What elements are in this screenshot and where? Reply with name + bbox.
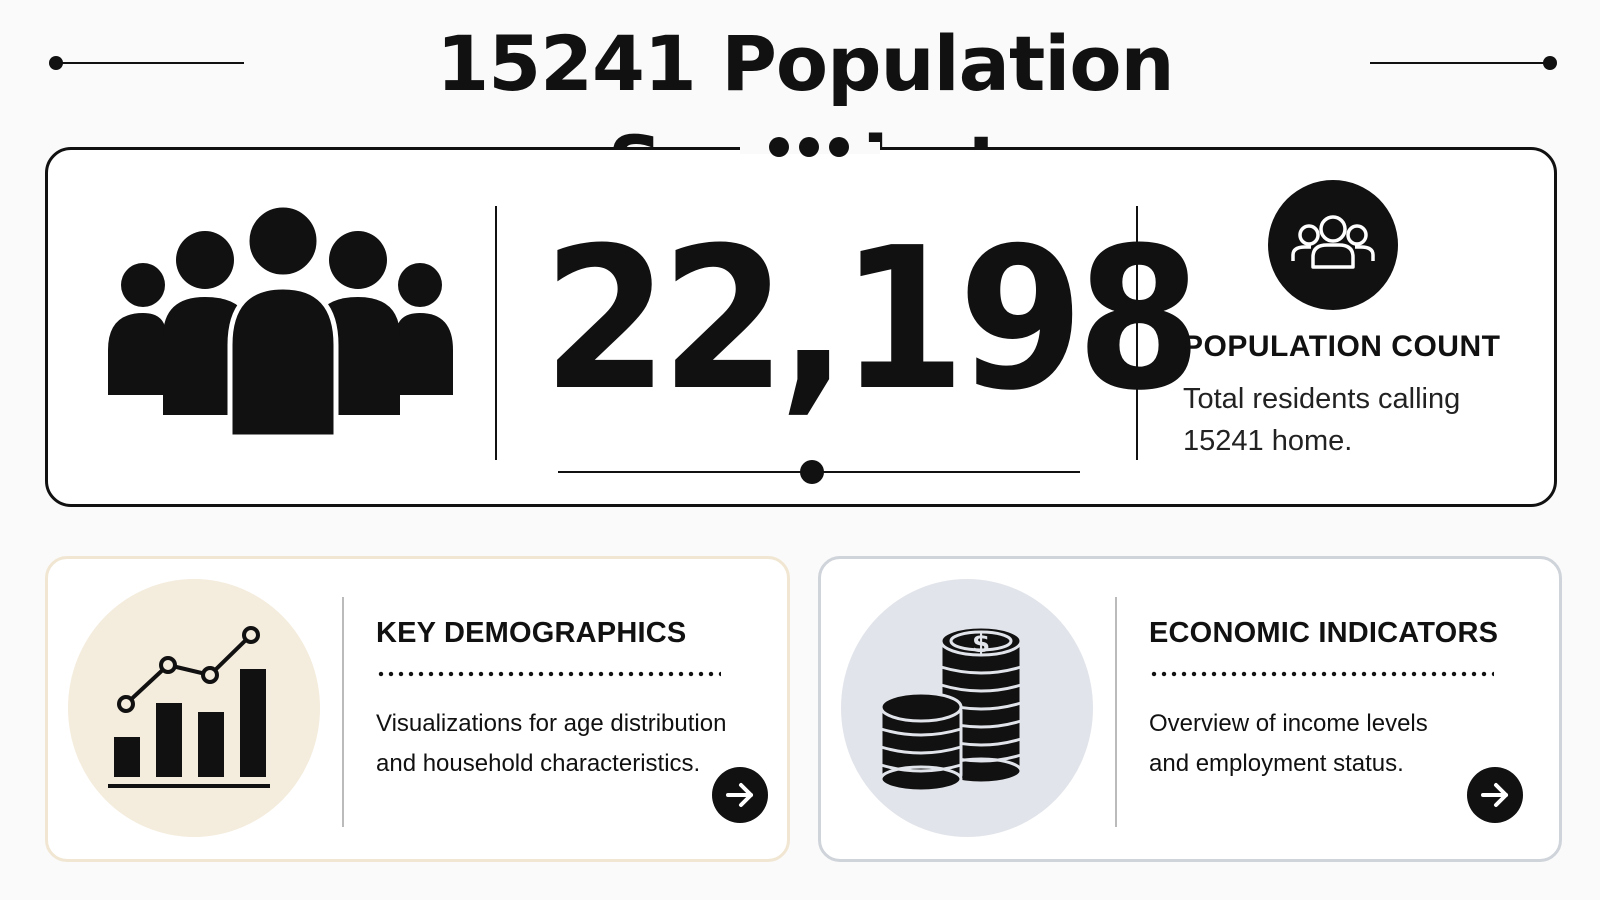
arrow-right-icon (1481, 783, 1508, 807)
coin-dollar-symbol: $ (972, 629, 990, 659)
demographics-dotted-rule (376, 671, 721, 677)
key-demographics-card[interactable]: KEY DEMOGRAPHICS Visualizations for age … (45, 556, 790, 862)
economics-divider (1115, 597, 1117, 827)
economic-indicators-description: Overview of income levels and employment… (1149, 710, 1428, 777)
title-rule-dot-right (1543, 56, 1557, 70)
economics-dotted-rule (1149, 671, 1494, 677)
number-underline-dot (800, 460, 824, 484)
hero-ellipsis-decoration (769, 137, 849, 157)
economics-icon-circle: $ (841, 579, 1093, 837)
coin-stacks-dollar-icon: $ (879, 625, 1023, 793)
economic-indicators-heading: ECONOMIC INDICATORS (1149, 617, 1499, 649)
demographics-divider (342, 597, 344, 827)
people-group-outline-icon (1268, 180, 1398, 310)
hero-divider-right (1136, 206, 1138, 460)
population-count-value: 22,198 (542, 206, 1202, 434)
bar-line-chart-icon (108, 626, 270, 788)
people-group-icon (108, 202, 468, 450)
title-rule-right (1370, 62, 1548, 64)
population-count-heading: POPULATION COUNT (1183, 330, 1501, 363)
arrow-right-icon (726, 783, 753, 807)
hero-divider-left (495, 206, 497, 460)
title-rule-left (56, 62, 244, 64)
demographics-icon-circle (68, 579, 320, 837)
key-demographics-heading: KEY DEMOGRAPHICS (376, 617, 687, 649)
economic-indicators-arrow-button[interactable] (1467, 767, 1523, 823)
key-demographics-description: Visualizations for age distribution and … (376, 710, 727, 777)
economic-indicators-card[interactable]: $ ECONOMIC INDICATORS Overview of income… (818, 556, 1562, 862)
key-demographics-arrow-button[interactable] (712, 767, 768, 823)
population-count-description: Total residents calling 15241 home. (1183, 383, 1461, 457)
